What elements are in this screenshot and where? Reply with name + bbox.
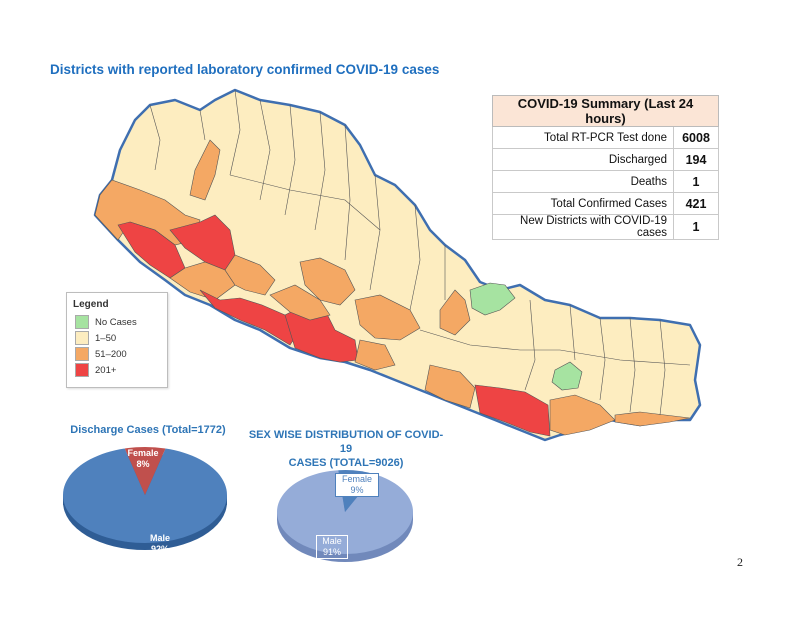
district-orange (354, 294, 421, 341)
district-orange (614, 411, 691, 427)
summary-value: 194 (673, 148, 719, 171)
legend-swatch (75, 363, 89, 377)
district-orange (439, 289, 471, 336)
district-orange (354, 339, 396, 371)
district-orange (189, 139, 221, 201)
legend-item: No Cases (75, 314, 167, 330)
summary-label: Total RT-PCR Test done (492, 126, 674, 149)
slice-pct: 8% (136, 459, 150, 469)
legend-label: 51–200 (95, 348, 127, 360)
legend-heading: Legend (73, 299, 109, 310)
pie-label-female: Female 8% (118, 448, 168, 470)
legend-item: 1–50 (75, 330, 167, 346)
discharge-pie-chart (62, 447, 227, 550)
legend-item: 51–200 (75, 346, 167, 362)
slice-pct: 9% (350, 485, 364, 495)
slice-name: Female (127, 448, 159, 458)
table-row: Total RT-PCR Test done 6008 (492, 126, 719, 149)
legend-swatch (75, 315, 89, 329)
summary-value: 1 (673, 170, 719, 193)
legend-label: 201+ (95, 364, 117, 376)
map-outline (93, 88, 702, 442)
sex-pie-chart (277, 470, 413, 562)
slice-name: Male (149, 533, 170, 543)
summary-value: 421 (673, 192, 719, 215)
district-orange (299, 257, 356, 306)
district-orange (424, 364, 476, 409)
pie-label-female: Female 9% (335, 473, 379, 497)
page-number: 2 (737, 555, 743, 569)
district-green (551, 361, 583, 391)
slice-name: Male (322, 536, 342, 546)
district-red (474, 384, 551, 437)
district-orange (549, 394, 616, 436)
table-row: Discharged 194 (492, 148, 719, 171)
slice-pct: 91% (322, 547, 341, 557)
map-legend: Legend No Cases 1–50 51–200 201+ (66, 292, 168, 388)
summary-label: Deaths (492, 170, 674, 193)
pie-slice-male (277, 470, 413, 554)
table-row: Total Confirmed Cases 421 (492, 192, 719, 215)
table-row: New Districts with COVID-19 cases 1 (492, 214, 719, 240)
slice-pct: 92% (150, 544, 169, 554)
summary-label: Discharged (492, 148, 674, 171)
district-orange (269, 284, 331, 321)
summary-value: 1 (673, 214, 719, 240)
legend-label: No Cases (95, 316, 137, 328)
summary-label: Total Confirmed Cases (492, 192, 674, 215)
covid-summary-table: COVID-19 Summary (Last 24 hours) Total R… (492, 95, 719, 240)
legend-label: 1–50 (95, 332, 117, 344)
summary-heading: COVID-19 Summary (Last 24 hours) (492, 95, 719, 127)
title-line: CASES (TOTAL=9026) (288, 457, 404, 469)
legend-item: 201+ (75, 362, 167, 378)
pie-slice-male (62, 448, 227, 543)
sex-chart-title: SEX WISE DISTRIBUTION OF COVID-19 CASES … (246, 428, 446, 470)
discharge-chart-title: Discharge Cases (Total=1772) (70, 424, 226, 436)
district-green (469, 282, 516, 316)
pie-label-male: Male 92% (135, 533, 185, 555)
pie-label-male: Male 91% (316, 535, 348, 559)
title-line: SEX WISE DISTRIBUTION OF COVID-19 (248, 429, 444, 455)
slice-name: Female (341, 474, 372, 484)
district-orange (224, 254, 276, 296)
pie-slice-female (124, 447, 166, 495)
summary-label: New Districts with COVID-19 cases (492, 214, 674, 240)
table-row: Deaths 1 (492, 170, 719, 193)
legend-swatch (75, 347, 89, 361)
legend-swatch (75, 331, 89, 345)
summary-value: 6008 (673, 126, 719, 149)
page-title: Districts with reported laboratory confi… (50, 62, 440, 77)
